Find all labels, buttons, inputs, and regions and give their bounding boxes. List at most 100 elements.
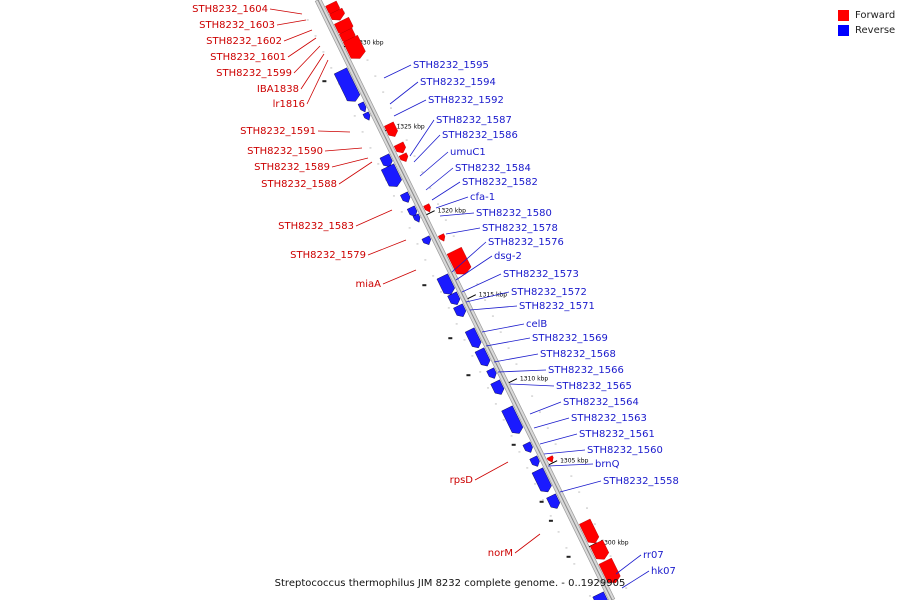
reverse-swatch (838, 25, 849, 36)
scale-dot (523, 379, 526, 381)
leader-line (431, 181, 461, 201)
scale-dot (541, 499, 544, 501)
forward-gene-block (384, 121, 398, 137)
gene-label: STH8232_1602 (206, 36, 282, 47)
scale-dot (499, 331, 502, 333)
legend-item-forward: Forward (838, 8, 895, 23)
scale-dot (609, 555, 612, 557)
scale-dot (586, 507, 589, 509)
leader-line (276, 19, 307, 26)
leader-line (306, 59, 329, 105)
scale-dot (330, 67, 333, 69)
leader-line (469, 305, 518, 311)
leader-line (455, 255, 493, 281)
gene-label: STH8232_1604 (192, 4, 268, 15)
scale-dot (382, 91, 385, 93)
leader-line (509, 383, 555, 387)
scale-dot (455, 323, 458, 325)
leader-line (547, 463, 594, 467)
feature-marker (466, 374, 471, 377)
reverse-gene-block (436, 273, 455, 295)
scale-dot (397, 123, 400, 125)
leader-line (559, 480, 602, 493)
forward-gene-block (446, 246, 472, 275)
scale-dot (369, 147, 372, 149)
scale-dot (429, 187, 432, 189)
scale-dot (413, 155, 416, 157)
reverse-gene-block (486, 367, 497, 379)
feature-marker (448, 337, 453, 340)
tick-mark (426, 210, 435, 216)
scale-dot (322, 51, 325, 53)
scale-dot (353, 115, 356, 117)
scale-dot (573, 563, 576, 565)
feature-marker (511, 443, 516, 446)
leader-line (465, 291, 510, 303)
tick-label: 1315 kbp (479, 292, 507, 299)
leader-line (514, 533, 541, 554)
scale-dot (439, 291, 442, 293)
leader-line (493, 353, 539, 363)
scale-dot (314, 35, 317, 37)
gene-label: STH8232_1571 (519, 301, 595, 312)
scale-dot (476, 283, 479, 285)
leader-line (293, 45, 321, 74)
gene-label: STH8232_1568 (540, 349, 616, 360)
reverse-gene-block (592, 591, 608, 600)
scale-dot (479, 371, 482, 373)
gene-label: STH8232_1589 (254, 162, 330, 173)
leader-line (481, 323, 525, 333)
gene-label: STH8232_1560 (587, 445, 663, 456)
reverse-gene-block (501, 405, 524, 434)
forward-gene-block (329, 7, 345, 21)
scale-dot (581, 579, 584, 581)
gene-label: cfa-1 (470, 192, 495, 203)
scale-dot (405, 139, 408, 141)
leader-line (425, 167, 454, 191)
leader-line (529, 401, 562, 415)
scale-dot (432, 275, 435, 277)
leader-line (621, 570, 650, 589)
leader-line (439, 212, 475, 217)
legend: Forward Reverse (838, 8, 895, 38)
scale-dot (491, 315, 494, 317)
forward-gene-block (423, 203, 431, 213)
scale-dot (531, 395, 534, 397)
gene-label: STH8232_1601 (210, 52, 286, 63)
gene-label: STH8232_1595 (413, 60, 489, 71)
scale-dot (416, 243, 419, 245)
gene-label: STH8232_1586 (442, 130, 518, 141)
leader-line (413, 134, 441, 163)
tick-label: 1320 kbp (438, 208, 466, 215)
scale-dot (578, 491, 581, 493)
gene-label: hk07 (651, 566, 676, 577)
scale-dot (625, 587, 628, 589)
forward-gene-block (546, 455, 554, 463)
gene-label: STH8232_1583 (278, 221, 354, 232)
scale-dot (447, 307, 450, 309)
tick-mark (548, 460, 558, 466)
gene-label: celB (526, 319, 547, 330)
scale-dot (374, 75, 377, 77)
scale-dot (487, 387, 490, 389)
scale-dot (400, 211, 403, 213)
gene-label: STH8232_1588 (261, 179, 337, 190)
reverse-gene-block (380, 163, 402, 187)
reverse-gene-block (412, 213, 421, 223)
backbone-centerline (317, 0, 613, 600)
scale-dot (484, 299, 487, 301)
scale-dot (502, 419, 505, 421)
gene-label: STH8232_1591 (240, 126, 316, 137)
gene-label: STH8232_1558 (603, 476, 679, 487)
forward-gene-block (393, 141, 406, 154)
gene-label: STH8232_1584 (455, 163, 531, 174)
leader-line (338, 161, 373, 185)
leader-line (461, 273, 502, 293)
leader-line (393, 99, 427, 117)
gene-label: STH8232_1599 (216, 68, 292, 79)
gene-label: STH8232_1576 (488, 237, 564, 248)
gene-label: norM (488, 548, 513, 559)
leader-line (367, 239, 407, 256)
reverse-gene-block (464, 327, 482, 349)
